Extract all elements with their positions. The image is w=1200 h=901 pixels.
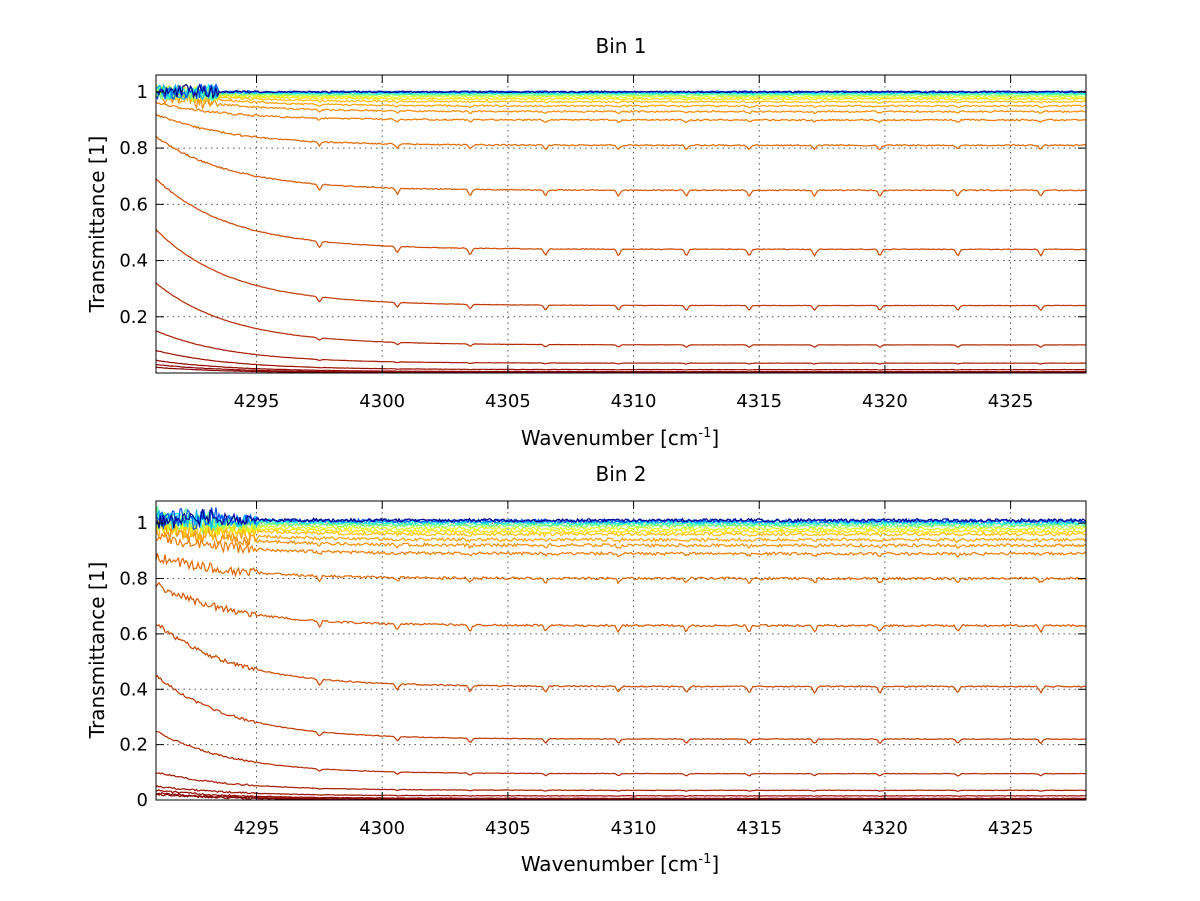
chart-title: Bin 1: [595, 34, 646, 58]
series-line: [156, 518, 1086, 550]
series-line: [156, 514, 1086, 541]
axes-frame: [155, 500, 1087, 801]
series-line: [156, 83, 1086, 105]
series-line: [156, 178, 1086, 258]
subplot-bin-1: Bin 1 4295 4300 4305 4310 4315 4320 4325 0.2 0.4…: [85, 34, 1087, 450]
x-axis-label: Wavenumber [cm-1]: [521, 426, 719, 450]
subplot-bin-2: Bin 2 4295 4300 4305 4310 4315 4320 4325 0 0.2 0.…: [85, 462, 1087, 876]
y-axis-label: Transmittance [1]: [85, 136, 109, 314]
x-tick-label: 4315: [736, 391, 782, 412]
series-line: [156, 113, 1086, 151]
series-line: [156, 282, 1086, 348]
series-line: [156, 88, 1086, 115]
series-line: [156, 514, 1086, 544]
series-line: [156, 515, 1086, 535]
x-tick-label: 4320: [862, 391, 908, 412]
series-line: [156, 730, 1086, 777]
y-tick-label: 1: [137, 513, 148, 534]
series-line: [156, 624, 1086, 695]
y-tick-label: 0.8: [119, 569, 148, 590]
y-tick-label: 0.2: [119, 735, 148, 756]
x-tick-label: 4295: [234, 818, 280, 839]
x-tick-label: 4310: [611, 818, 657, 839]
x-tick-label: 4310: [611, 391, 657, 412]
x-axis-label: Wavenumber [cm-1]: [521, 852, 719, 876]
series-line: [156, 553, 1086, 585]
series-line: [156, 84, 1086, 103]
y-tick-label: 0.6: [119, 624, 148, 645]
x-tick-label: 4325: [988, 391, 1034, 412]
series-line: [156, 85, 1086, 102]
y-tick-label: 0.4: [119, 251, 148, 272]
x-tick-label: 4325: [988, 818, 1034, 839]
series-line: [156, 785, 1086, 798]
x-tick-label: 4300: [359, 391, 405, 412]
y-tick-label: 1: [137, 82, 148, 103]
series-line: [156, 330, 1086, 365]
series-line: [156, 581, 1086, 634]
axes-frame: [155, 74, 1087, 374]
y-tick-label: 0.4: [119, 679, 148, 700]
series-line: [156, 508, 1086, 529]
y-tick-label: 0.8: [119, 138, 148, 159]
y-tick-label: 0.2: [119, 307, 148, 328]
series-line: [156, 532, 1086, 558]
y-axis-label: Transmittance [1]: [85, 562, 109, 740]
x-tick-label: 4295: [234, 391, 280, 412]
series-line: [156, 789, 1086, 800]
series-line: [156, 101, 1086, 124]
series-line: [156, 791, 1086, 800]
series-line: [156, 88, 1086, 109]
series-line: [156, 772, 1086, 792]
x-tick-label: 4305: [485, 391, 531, 412]
y-tick-label: 0.6: [119, 194, 148, 215]
series-line: [156, 229, 1086, 312]
series-line: [156, 675, 1086, 745]
y-tick-label: 0: [137, 790, 148, 811]
series-line: [156, 359, 1086, 373]
series-line: [156, 366, 1086, 373]
series-line: [156, 793, 1086, 800]
series-line: [156, 83, 1086, 100]
x-tick-label: 4300: [359, 818, 405, 839]
x-tick-label: 4315: [736, 818, 782, 839]
x-tick-label: 4305: [485, 818, 531, 839]
series-line: [156, 349, 1086, 371]
x-tick-label: 4320: [862, 818, 908, 839]
series-line: [156, 135, 1086, 198]
chart-title: Bin 2: [595, 462, 646, 486]
